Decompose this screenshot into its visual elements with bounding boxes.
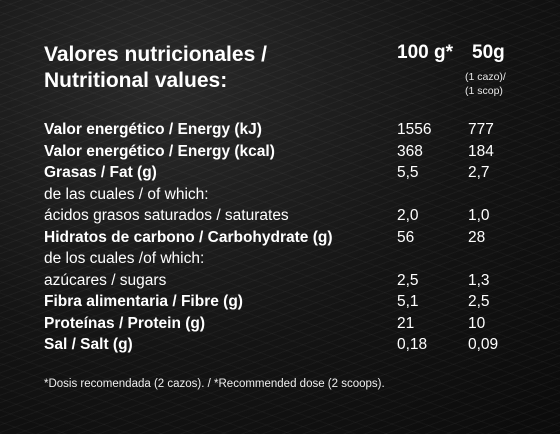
nutrient-label: azúcares / sugars bbox=[44, 271, 167, 289]
value-per-50g: 10 bbox=[468, 314, 486, 332]
value-per-100g: 2,5 bbox=[397, 271, 419, 289]
value-per-50g: 1,3 bbox=[468, 271, 490, 289]
nutrient-row: Hidratos de carbono / Carbohydrate (g) 56… bbox=[44, 227, 544, 249]
serving-note-line-2: (1 scop) bbox=[465, 85, 503, 97]
nutrient-row: de los cuales /of which: bbox=[44, 248, 544, 270]
nutrient-label: Valor energético / Energy (kJ) bbox=[44, 121, 262, 138]
nutrient-label: Valor energético / Energy (kcal) bbox=[44, 142, 275, 160]
nutrient-label: Sal / Salt (g) bbox=[44, 336, 133, 353]
value-per-100g: 0,18 bbox=[397, 336, 428, 353]
value-per-50g: 2,7 bbox=[468, 164, 490, 181]
value-per-50g: 28 bbox=[468, 228, 486, 246]
serving-note-line-1: (1 cazo)/ bbox=[465, 71, 506, 83]
value-per-100g: 5,1 bbox=[397, 293, 419, 310]
table-title: Valores nutricionales / Nutritional valu… bbox=[44, 42, 267, 94]
footnote: *Dosis recomendada (2 cazos). / *Recomme… bbox=[44, 378, 385, 390]
nutrient-row: Fibra alimentaria / Fibre (g) 5,1 2,5 bbox=[44, 291, 544, 313]
value-per-50g: 184 bbox=[468, 142, 494, 160]
nutrient-row: azúcares / sugars 2,5 1,3 bbox=[44, 270, 544, 292]
nutrient-row: Sal / Salt (g) 0,18 0,09 bbox=[44, 334, 544, 356]
nutrient-label: Hidratos de carbono / Carbohydrate (g) bbox=[44, 228, 333, 246]
title-line-1: Valores nutricionales / bbox=[44, 43, 267, 66]
title-line-2: Nutritional values: bbox=[44, 69, 228, 92]
nutrient-row: de las cuales / of which: bbox=[44, 184, 544, 206]
serving-note: (1 cazo)/ (1 scop) bbox=[465, 70, 506, 98]
nutrient-row: Grasas / Fat (g) 5,5 2,7 bbox=[44, 162, 544, 184]
value-per-50g: 777 bbox=[468, 121, 494, 138]
nutrient-row: Valor energético / Energy (kJ) 1556 777 bbox=[44, 119, 544, 141]
nutrient-label: Proteínas / Protein (g) bbox=[44, 314, 206, 332]
value-per-100g: 1556 bbox=[397, 121, 432, 138]
nutrient-row: Proteínas / Protein (g) 21 10 bbox=[44, 313, 544, 335]
column-header-100g: 100 g* bbox=[397, 42, 453, 63]
value-per-50g: 1,0 bbox=[468, 207, 490, 224]
value-per-50g: 0,09 bbox=[468, 336, 499, 353]
nutrient-rows: Valor energético / Energy (kJ) 1556 777 Val… bbox=[44, 119, 544, 356]
value-per-100g: 5,5 bbox=[397, 164, 419, 181]
nutrient-label: Fibra alimentaria / Fibre (g) bbox=[44, 293, 243, 310]
value-per-100g: 368 bbox=[397, 142, 423, 160]
value-per-100g: 56 bbox=[397, 228, 415, 246]
value-per-100g: 2,0 bbox=[397, 207, 419, 224]
value-per-50g: 2,5 bbox=[468, 293, 490, 310]
nutrient-label: de los cuales /of which: bbox=[44, 250, 205, 267]
nutrient-label: Grasas / Fat (g) bbox=[44, 164, 157, 181]
nutrient-label: de las cuales / of which: bbox=[44, 185, 209, 203]
column-header-50g: 50g bbox=[472, 42, 505, 63]
nutrient-row: ácidos grasos saturados / saturates 2,0 1,… bbox=[44, 205, 544, 227]
nutrient-label: ácidos grasos saturados / saturates bbox=[44, 207, 289, 224]
value-per-100g: 21 bbox=[397, 314, 415, 332]
nutrient-row: Valor energético / Energy (kcal) 368 184 bbox=[44, 141, 544, 163]
